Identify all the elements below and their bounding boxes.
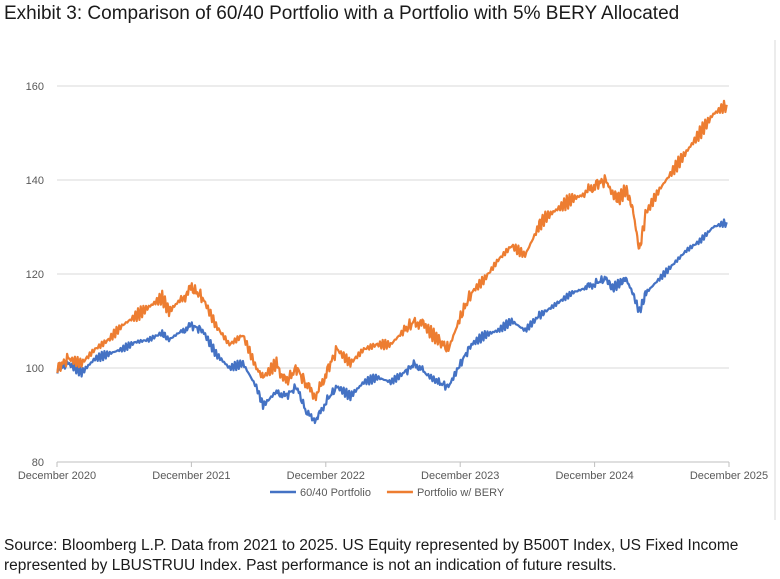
series-line-0	[56, 218, 728, 425]
series-line-1	[56, 99, 728, 402]
y-tick-label: 120	[26, 269, 44, 281]
x-tick-label: December 2021	[152, 470, 230, 482]
legend: 60/40 Portfolio Portfolio w/ BERY	[270, 487, 505, 499]
y-axis-tick-labels: 80 100 120 140 160	[26, 81, 44, 469]
x-tick-label: December 2020	[18, 470, 96, 482]
x-tick-label: December 2023	[421, 470, 499, 482]
legend-label-0: 60/40 Portfolio	[300, 487, 371, 499]
legend-label-1: Portfolio w/ BERY	[417, 487, 505, 499]
source-note: Source: Bloomberg L.P. Data from 2021 to…	[4, 537, 739, 574]
y-tick-label: 100	[26, 363, 44, 375]
y-tick-label: 140	[26, 175, 44, 187]
y-tick-label: 80	[32, 457, 44, 469]
chart-title: Exhibit 3: Comparison of 60/40 Portfolio…	[4, 3, 680, 24]
series-lines	[56, 99, 728, 425]
x-tick-label: December 2025	[690, 470, 768, 482]
gridlines	[57, 85, 729, 463]
x-tick-label: December 2022	[287, 470, 365, 482]
y-tick-label: 160	[26, 81, 44, 93]
x-tick-label: December 2024	[555, 470, 633, 482]
x-axis-tick-labels: December 2020 December 2021 December 2022 D…	[18, 462, 768, 482]
